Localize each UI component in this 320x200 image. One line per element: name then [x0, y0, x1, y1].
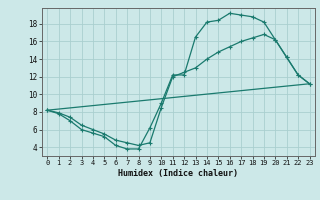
X-axis label: Humidex (Indice chaleur): Humidex (Indice chaleur) — [118, 169, 238, 178]
